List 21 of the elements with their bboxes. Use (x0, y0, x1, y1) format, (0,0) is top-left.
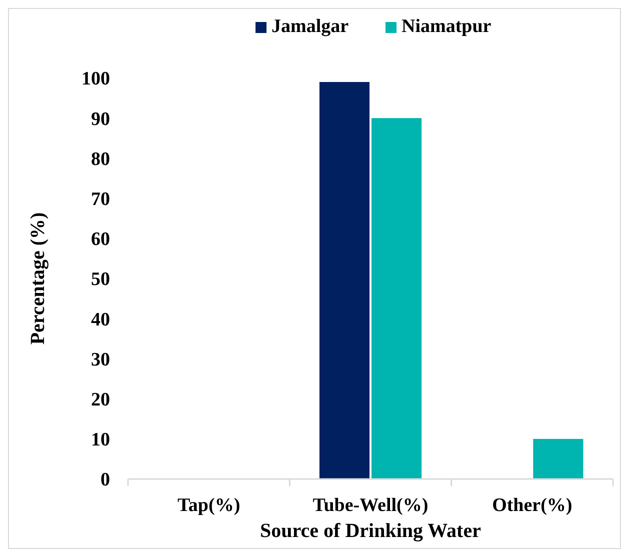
y-tick-label: 60 (91, 229, 110, 250)
x-tick-label: Tube-Well(%) (312, 495, 428, 516)
y-tick-label: 70 (91, 188, 110, 210)
legend-label: Jamalgar (272, 16, 350, 37)
x-axis-title: Source of Drinking Water (260, 520, 482, 542)
y-tick-label: 100 (82, 68, 110, 90)
y-tick-label: 50 (91, 269, 110, 290)
y-tick-label: 10 (91, 430, 110, 451)
y-tick-label: 30 (91, 349, 110, 370)
y-axis-title: Percentage (%) (27, 212, 49, 345)
y-tick-label: 90 (91, 108, 110, 130)
x-tick-label: Other(%) (492, 495, 572, 516)
y-tick-label: 80 (91, 148, 110, 170)
y-tick-label: 20 (91, 389, 110, 410)
y-tick-label: 0 (100, 470, 110, 491)
y-tick-label: 40 (91, 309, 110, 330)
bar (319, 82, 370, 479)
bar (372, 118, 422, 479)
bar (533, 438, 584, 479)
x-tick-label: Tap(%) (178, 495, 240, 516)
legend-label: Niamatpur (402, 16, 492, 37)
